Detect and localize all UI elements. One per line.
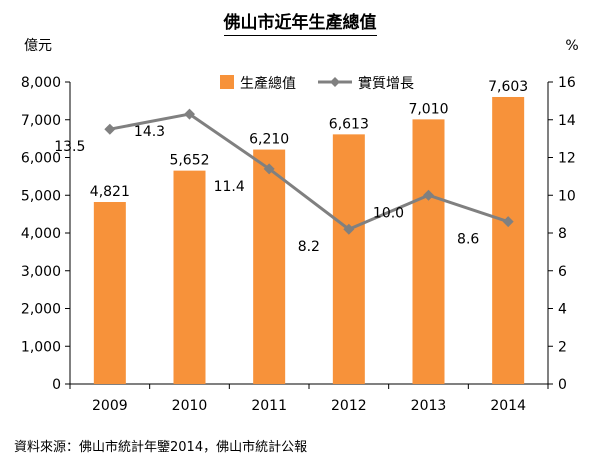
bar-value-label: 7,010 [408,101,448,117]
bar-value-label: 4,821 [90,184,130,200]
y-right-tick-label: 4 [558,302,567,318]
y-left-tick-label: 5,000 [21,188,61,204]
growth-point [502,216,514,228]
bar [412,119,445,384]
growth-point [263,163,275,175]
y-right-tick-label: 10 [558,188,576,204]
growth-point [104,123,116,135]
bar [332,134,365,384]
bar [492,96,525,384]
bar-value-label: 5,652 [169,153,209,169]
x-tick-label: 2014 [490,398,526,414]
x-tick-label: 2011 [251,398,287,414]
growth-point [184,108,195,120]
y-left-tick-label: 4,000 [21,226,61,242]
y-right-tick-label: 16 [558,75,576,91]
growth-value-label: 8.2 [298,239,320,255]
legend-bar-label: 生產總值 [240,75,296,92]
x-tick-label: 2012 [331,398,367,414]
bar-value-label: 7,603 [488,79,528,95]
growth-value-label: 8.6 [457,232,479,248]
chart-title-text: 佛山市近年生產總值 [223,13,377,36]
growth-point [423,189,434,201]
legend-line-marker [330,77,340,87]
y-right-tick-label: 14 [558,113,576,129]
x-tick-label: 2013 [411,398,447,414]
growth-point [343,223,355,235]
y-left-tick-label: 0 [52,377,61,393]
legend-bar-swatch [220,75,234,89]
y-left-tick-label: 6,000 [21,151,61,167]
y-right-tick-label: 6 [558,264,567,280]
chart-title: 佛山市近年生產總值 [0,8,600,36]
bar-value-label: 6,210 [249,132,289,148]
y-right-tick-label: 8 [558,226,567,242]
y-left-tick-label: 1,000 [21,339,61,355]
y-left-tick-label: 7,000 [21,113,61,129]
bar [93,202,126,384]
growth-value-label: 14.3 [134,124,165,140]
y-left-tick-label: 8,000 [21,75,61,91]
source-note: 資料來源：佛山市統計年鑒2014，佛山市統計公報 [14,440,308,455]
y-left-tick-label: 3,000 [21,264,61,280]
bar [173,170,206,384]
y-right-unit: % [565,38,578,54]
y-left-tick-label: 2,000 [21,302,61,318]
y-right-tick-label: 12 [558,151,576,167]
x-tick-label: 2010 [172,398,208,414]
y-left-unit: 億元 [24,38,52,54]
x-tick-label: 2009 [92,398,128,414]
bar-value-label: 6,613 [329,116,369,132]
growth-value-label: 10.0 [373,205,404,221]
y-right-tick-label: 2 [558,339,567,355]
y-right-tick-label: 0 [558,377,567,393]
bar [253,149,286,384]
growth-value-label: 11.4 [214,179,245,195]
growth-line [109,112,509,231]
growth-value-label: 13.5 [54,139,85,155]
legend-line-label: 實質增長 [358,75,414,92]
